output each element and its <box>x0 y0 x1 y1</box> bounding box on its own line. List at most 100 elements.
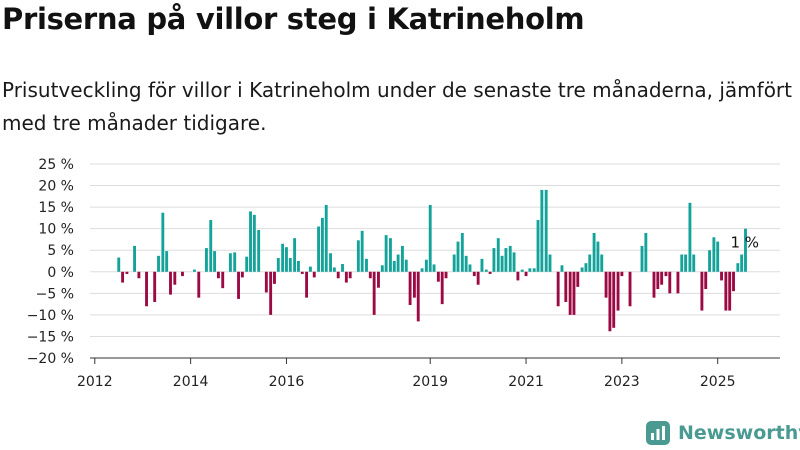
bar <box>704 271 708 290</box>
x-tick-label: 2012 <box>77 374 113 390</box>
bar <box>564 271 568 302</box>
bar <box>720 271 723 281</box>
bar <box>708 250 711 272</box>
bar <box>444 271 448 279</box>
bar <box>548 254 552 272</box>
x-axis: 2012 2014 2016 2019 2021 2023 2025 <box>77 357 780 390</box>
y-tick-label: 5 % <box>47 243 74 259</box>
bar <box>332 267 336 272</box>
x-tick-label: 2021 <box>508 374 544 390</box>
bar <box>117 257 121 272</box>
bar <box>173 271 177 285</box>
bar <box>372 271 376 315</box>
bar <box>588 254 592 272</box>
bar <box>584 263 588 272</box>
bar <box>496 238 500 272</box>
bar <box>305 271 309 298</box>
brand-logo[interactable]: Newsworthy <box>645 420 800 446</box>
x-tick-label: 2019 <box>412 374 448 390</box>
bar <box>472 271 476 277</box>
y-tick-label: 15 % <box>38 200 74 216</box>
bar <box>125 271 129 274</box>
bar <box>320 217 324 272</box>
bar <box>216 271 220 279</box>
bar <box>221 271 225 289</box>
y-tick-label: −10 % <box>27 308 74 324</box>
bar-series <box>117 189 747 332</box>
bar <box>193 269 196 272</box>
bar <box>312 271 316 278</box>
bar <box>660 271 664 285</box>
bar <box>408 271 412 305</box>
bar <box>297 261 300 272</box>
bar <box>341 264 344 272</box>
bar <box>384 235 388 272</box>
bar <box>692 254 696 272</box>
bar <box>264 271 268 293</box>
bar <box>233 252 237 272</box>
bar <box>273 271 276 284</box>
bar <box>488 271 492 274</box>
bar <box>688 202 692 272</box>
bar <box>668 271 672 294</box>
bar <box>532 268 536 272</box>
bar <box>560 265 564 272</box>
bar <box>736 263 740 272</box>
bar <box>228 253 232 272</box>
bar <box>432 264 436 272</box>
bar <box>728 271 732 311</box>
bar <box>209 220 213 272</box>
bar <box>468 264 472 272</box>
bar <box>596 241 600 272</box>
bar <box>317 226 321 272</box>
bar <box>568 271 572 315</box>
bar <box>656 271 660 290</box>
bar <box>592 232 596 272</box>
bar <box>169 271 172 295</box>
bar <box>329 253 332 272</box>
bar <box>145 271 148 307</box>
bar <box>440 271 444 305</box>
bar <box>368 271 372 279</box>
bar <box>616 271 620 311</box>
bar <box>516 271 520 281</box>
bar <box>436 271 440 282</box>
y-tick-label: −5 % <box>36 286 74 302</box>
latest-value-annotation: 1 % <box>730 233 759 251</box>
bar <box>424 259 428 272</box>
bar <box>684 254 688 272</box>
bar <box>412 271 416 298</box>
bar <box>133 245 136 272</box>
bar <box>121 271 125 283</box>
bar <box>520 269 524 272</box>
bar <box>356 240 360 272</box>
chart-title: Priserna på villor steg i Katrineholm <box>2 2 585 36</box>
bar <box>528 268 532 272</box>
bar <box>724 271 728 311</box>
bar <box>456 241 460 272</box>
bar <box>137 271 141 279</box>
bar <box>324 204 328 272</box>
bar <box>604 271 608 298</box>
y-tick-label: 20 % <box>38 179 74 195</box>
bar <box>464 255 468 272</box>
bar <box>293 238 297 272</box>
bar <box>664 271 668 277</box>
bar <box>576 271 580 287</box>
bar <box>732 271 735 292</box>
bar <box>396 254 400 272</box>
bar <box>744 228 747 272</box>
bar <box>165 251 169 272</box>
bar <box>281 243 285 272</box>
bar <box>197 271 201 298</box>
y-tick-label: −15 % <box>27 329 74 345</box>
bar <box>612 271 616 328</box>
bar <box>161 212 165 272</box>
bar <box>512 252 516 272</box>
bar <box>300 271 304 274</box>
bar <box>480 258 484 272</box>
y-tick-label: 25 % <box>38 157 74 173</box>
bar <box>544 189 548 272</box>
bar <box>153 271 157 302</box>
